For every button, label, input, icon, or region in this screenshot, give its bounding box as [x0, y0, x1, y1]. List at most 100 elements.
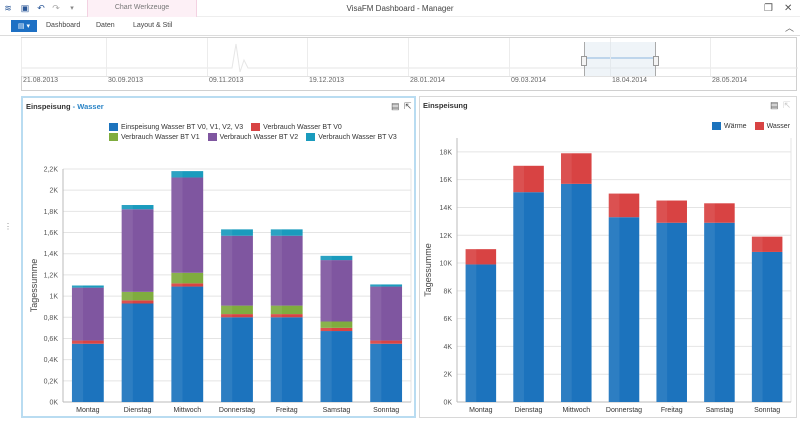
y-axis-label: Tagessumme	[29, 259, 39, 313]
bar-segment	[71, 340, 104, 344]
bar-segment	[71, 287, 104, 341]
customize-toolbar-icon[interactable]: ▾	[70, 5, 74, 12]
timeline-range-selector[interactable]: 21.08.2013 30.09.2013 09.11.2013 19.12.2013…	[21, 37, 798, 91]
timeline-selection[interactable]	[581, 42, 659, 76]
legend-label: Wärme	[724, 122, 747, 130]
legend-label: Verbrauch Wasser BT V1	[121, 133, 200, 141]
redo-icon[interactable]: ↷	[52, 2, 60, 13]
dropdown-arrow-icon: ▾	[26, 23, 31, 30]
y-tick-label: 0K	[49, 400, 58, 407]
bar-segment	[121, 300, 154, 304]
legend-item[interactable]: Einspeisung Wasser BT V0, V1, V2, V3	[109, 123, 243, 131]
bar-highlight	[71, 340, 84, 344]
bar-highlight	[704, 222, 715, 402]
x-tick-label: Dienstag	[515, 407, 543, 414]
bar-highlight	[221, 317, 233, 402]
bar-highlight	[221, 314, 233, 318]
bar-highlight	[513, 192, 524, 402]
layers-icon[interactable]: ≋	[4, 2, 12, 13]
chart-panel-einspeisung[interactable]: Einspeisung ▤ ⇱ Wärme Wasser 0K 2K 4K 6K 8K 10…	[419, 96, 797, 418]
timeline-tick	[106, 38, 107, 76]
timeline-start-handle[interactable]	[581, 56, 587, 66]
y-tick-label: 18K	[440, 149, 453, 156]
export-icon[interactable]: ▤	[770, 100, 779, 110]
export-icon[interactable]: ▤	[391, 101, 400, 111]
timeline-tick	[408, 38, 409, 76]
bar-highlight	[270, 317, 282, 402]
timeline-tick	[509, 38, 510, 76]
x-tick-label: Mittwoch	[562, 407, 590, 414]
y-tick-label: 1,8K	[44, 209, 59, 216]
x-tick-label: Freitag	[276, 407, 298, 414]
restore-window-icon[interactable]: ❐	[764, 3, 773, 14]
collapse-ribbon-icon[interactable]: ︿	[784, 23, 794, 33]
bar-highlight	[656, 200, 668, 223]
bar-highlight	[320, 327, 332, 332]
bar-segment	[270, 235, 303, 306]
timeline-end-handle[interactable]	[653, 56, 659, 66]
bar-highlight	[121, 209, 133, 292]
legend-swatch	[251, 123, 261, 131]
legend-item[interactable]: Wasser	[754, 122, 790, 130]
stacked-bar-chart-einspeisung: 0K 2K 4K 6K 8K 10K 12K 14K 16K 18K Tagessumme Monta…	[423, 138, 792, 414]
bar-highlight	[320, 331, 332, 402]
splitter-grip-icon[interactable]: ⋮	[4, 222, 12, 231]
bar-segment	[270, 305, 303, 315]
legend-item[interactable]: Wärme	[712, 122, 747, 130]
bar-segment	[370, 284, 403, 287]
save-icon[interactable]: ▣	[20, 2, 30, 13]
bar-segment	[465, 249, 497, 265]
tab-layout-stil[interactable]: Layout & Stil	[133, 22, 173, 29]
maximize-icon[interactable]: ⇱	[783, 100, 791, 110]
bar-segment	[221, 235, 253, 306]
maximize-icon[interactable]: ⇱	[404, 101, 412, 111]
legend-swatch	[754, 122, 764, 130]
legend-item[interactable]: Verbrauch Wasser BT V0	[251, 123, 342, 131]
x-tick-label: Donnerstag	[219, 407, 255, 414]
bar-segment	[370, 343, 403, 402]
panel-title-main: Einspeisung	[26, 102, 71, 111]
title-bar: ≋ ▣ ↶ ↷ ▾ VisaFM Dashboard - Manager ❐ ✕	[0, 0, 800, 17]
bar-highlight	[121, 205, 133, 210]
bar-segment	[656, 200, 687, 223]
bar-highlight	[751, 251, 763, 402]
bar-segment	[121, 205, 154, 210]
bar-highlight	[270, 305, 282, 315]
bar-segment	[513, 192, 544, 402]
y-tick-label: 0K	[443, 400, 452, 407]
bar-highlight	[171, 283, 183, 287]
bar-segment	[71, 285, 104, 288]
y-axis-label: Tagessumme	[423, 243, 433, 297]
bar-highlight	[370, 286, 382, 341]
bar-highlight	[465, 249, 477, 265]
timeline-tick	[21, 38, 22, 76]
bar-highlight	[465, 264, 477, 402]
tab-dashboard[interactable]: Dashboard	[46, 22, 81, 29]
bar-segment	[370, 286, 403, 341]
legend-item[interactable]: Verbrauch Wasser BT V2	[207, 133, 298, 141]
file-menu-button[interactable]: ▤ ▾	[11, 20, 37, 32]
legend-item[interactable]: Verbrauch Wasser BT V3	[306, 133, 397, 141]
bar-segment	[121, 209, 154, 292]
tab-daten[interactable]: Daten	[96, 22, 115, 29]
y-tick-label: 0,2K	[44, 378, 59, 385]
bar-highlight	[171, 177, 183, 273]
chart-panel-einspeisung-wasser[interactable]: Einspeisung - Wasser ▤ ⇱ Einspeisung Was…	[21, 96, 416, 418]
bar-segment	[221, 317, 253, 402]
close-window-icon[interactable]: ✕	[784, 3, 793, 14]
legend-item[interactable]: Verbrauch Wasser BT V1	[109, 133, 200, 141]
timeline-sparkline	[22, 43, 798, 73]
undo-icon[interactable]: ↶	[37, 2, 45, 13]
bar-segment	[221, 229, 253, 236]
bar-segment	[751, 251, 783, 402]
bar-segment	[270, 314, 303, 318]
bar-highlight	[121, 300, 133, 304]
timeline-date-label: 09.03.2014	[511, 77, 547, 84]
legend-swatch	[109, 133, 118, 141]
stacked-bar-chart-wasser: 0K 0,2K 0,4K 0,6K 0,8K 1K 1,2K 1,4K 1,6K 1,8K 2K 2,…	[29, 167, 412, 414]
bar-highlight	[221, 305, 233, 315]
x-tick-label: Samstag	[706, 407, 734, 414]
timeline-date-label: 30.09.2013	[108, 77, 144, 84]
app-menu-icon: ▤	[17, 23, 25, 30]
x-tick-label: Dienstag	[124, 407, 152, 414]
